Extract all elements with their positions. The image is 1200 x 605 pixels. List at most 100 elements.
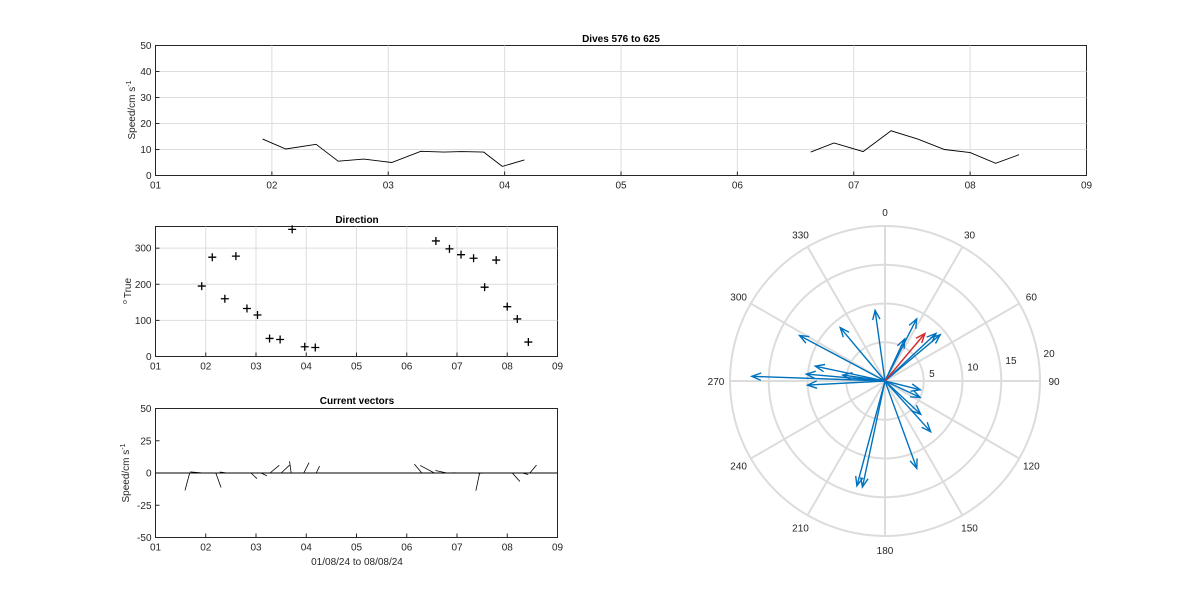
x-tick-label: 05 [351,362,363,373]
current-vector-stick [511,472,521,482]
compass-vector-head [838,326,850,338]
compass-vector-shaft [874,310,886,382]
compass-vector-arrow [838,326,886,382]
compass-panel: 0 30 60 90 120 150 180 210 240 270 300 330 5 10 15 20 [708,208,1060,557]
x-tick-label: 02 [200,362,212,373]
compass-vector-shaft [884,380,921,399]
x-tick-label: 02 [266,181,278,192]
direction-point [253,310,262,319]
compass-vector-head [872,308,881,321]
compass-angle-label: 210 [792,523,809,534]
compass-spoke [750,380,886,460]
compass-vector-head [911,404,923,416]
x-tick-label: 09 [552,543,564,554]
current-vector-stick [190,471,204,474]
compass-vector-arrow [872,308,886,382]
x-tick-label: 09 [1081,181,1093,192]
y-tick-label: 50 [140,41,152,52]
y-tick-label: 40 [140,67,152,78]
compass-vector-head [915,332,927,344]
compass-angle-label: 90 [1048,377,1060,388]
compass-vector-head [908,317,918,329]
speed-grid [155,45,1087,176]
compass-vector-head [860,477,869,489]
y-tick-label: 200 [135,280,152,291]
direction-point [445,244,454,253]
speed-series-line [262,138,525,167]
direction-point [513,314,522,323]
direction-point [503,302,512,311]
compass-radius-label: 5 [929,369,935,380]
x-tick-label: 06 [732,181,744,192]
current-vector-stick [303,462,310,474]
compass-angle-label: 300 [730,293,747,304]
current-vector-stick [435,470,448,474]
x-tick-label: 06 [401,543,413,554]
x-tick-label: 04 [301,543,313,554]
y-tick-label: -25 [137,501,152,512]
direction-yticks: 0 100 200 300 [135,244,160,363]
compass-vector-shaft [751,375,886,382]
compass-labels: 0 30 60 90 120 150 180 210 240 270 300 330 5 10 15 20 [708,208,1060,557]
compass-vector-shaft [807,380,886,386]
compass-vector-arrow [884,380,923,416]
current-vector-stick [414,463,423,474]
compass-angle-label: 0 [882,208,888,219]
compass-angle-label: 240 [730,462,747,473]
compass-angle-label: 30 [964,231,976,242]
direction-point [276,335,285,344]
y-tick-label: 100 [135,316,152,327]
current-vector-stick [529,464,537,474]
compass-vector-head [921,422,932,434]
compass-vector-head [909,458,918,471]
direction-point [431,236,440,245]
y-tick-label: 50 [140,404,152,415]
x-tick-label: 07 [451,362,463,373]
compass-angle-label: 330 [792,231,809,242]
y-tick-label: 20 [140,119,152,130]
direction-point [300,342,309,351]
direction-point [480,283,489,292]
compass-vector-head [926,332,938,343]
compass-vector-head [813,363,826,373]
current-vector-stick [260,472,268,477]
direction-point [208,253,217,262]
compass-radius-label: 15 [1005,356,1017,367]
x-tick-label: 07 [848,181,860,192]
x-tick-label: 04 [499,181,511,192]
direction-ylabel: oTrue [122,278,134,305]
compass-vector-shaft [884,380,922,415]
compass-vector-arrow [884,380,932,434]
compass-spoke [884,246,964,382]
x-tick-label: 09 [552,362,564,373]
direction-title: Direction [335,215,378,226]
compass-vector-shaft [815,365,886,382]
compass-grid [729,225,1041,537]
current-vector-stick [289,461,292,474]
y-tick-label: 30 [140,93,152,104]
compass-vector-shaft [884,338,906,382]
compass-vector-arrow [797,334,886,382]
compass-spoke [750,302,886,382]
vectors-yticks: -50 -25 0 25 50 [137,404,160,544]
compass-vector-arrow [884,332,927,382]
direction-point [265,334,274,343]
x-tick-label: 06 [401,362,413,373]
y-tick-label: 0 [146,171,152,182]
direction-point [220,294,229,303]
current-vector-stick [269,464,280,474]
compass-vector-arrow [813,363,886,382]
compass-angle-label: 180 [877,546,894,557]
vectors-sticks [155,461,558,491]
y-tick-label: 0 [146,469,152,480]
compass-vector-arrow [884,332,938,382]
compass-spoke [884,380,1020,460]
y-tick-label: 25 [140,436,152,447]
current-vector-stick [315,465,320,474]
compass-vector-arrow [749,372,886,382]
compass-vector-arrow [884,380,918,471]
compass-vector-head [805,380,818,389]
compass-spoke [806,246,886,382]
